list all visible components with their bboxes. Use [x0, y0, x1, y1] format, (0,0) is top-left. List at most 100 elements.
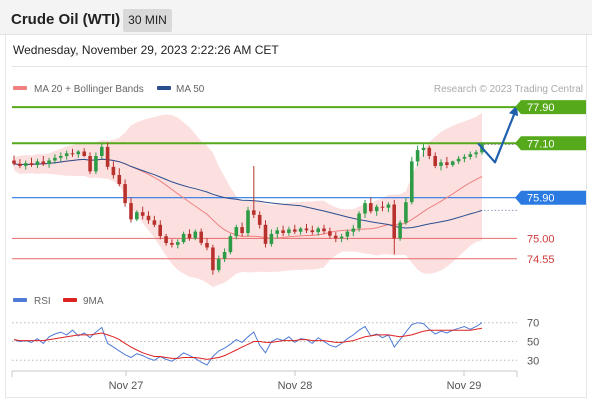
- candle: [117, 168, 122, 187]
- legend-label-ma20: MA 20 + Bollinger Bands: [34, 84, 144, 95]
- candle: [304, 223, 309, 233]
- candle: [228, 233, 233, 255]
- legend-label-rsi: RSI: [34, 296, 51, 307]
- candle: [35, 158, 40, 169]
- candle-body: [53, 157, 57, 161]
- candle-body: [269, 233, 274, 244]
- candle: [462, 154, 467, 163]
- candle: [47, 157, 51, 168]
- candle-body: [158, 224, 162, 237]
- header-divider: [12, 66, 588, 67]
- candle-body: [187, 233, 192, 239]
- candle-body: [433, 156, 437, 166]
- candle-body: [88, 156, 92, 172]
- candle: [105, 142, 110, 170]
- candle-body: [211, 247, 215, 271]
- candle-body: [23, 163, 28, 166]
- candle-body: [310, 230, 315, 233]
- candle: [152, 215, 157, 228]
- datetime-label: Wednesday, November 29, 2023 2:22:26 AM …: [13, 43, 279, 57]
- candle: [281, 225, 285, 237]
- candle: [205, 238, 209, 251]
- candle: [12, 155, 16, 166]
- level-label-74.55: 74.55: [527, 254, 555, 266]
- candle-body: [105, 146, 110, 167]
- candle-body: [123, 184, 127, 204]
- candle-body: [29, 163, 34, 165]
- candle-body: [462, 156, 467, 159]
- candle-body: [316, 228, 320, 233]
- candle: [176, 239, 180, 249]
- candle-body: [205, 243, 209, 248]
- candle: [357, 211, 361, 232]
- candle-body: [363, 203, 367, 214]
- credit-text: Research © 2023 Trading Central: [434, 84, 583, 95]
- candle-body: [374, 206, 379, 212]
- x-tick-label: Nov 27: [109, 380, 144, 392]
- legend-swatch-ma20: [13, 86, 27, 90]
- level-label-75.00: 75.00: [527, 233, 555, 245]
- rsi-tick-label: 50: [527, 337, 539, 349]
- candle: [18, 159, 22, 169]
- candle: [404, 197, 408, 225]
- candle: [76, 150, 81, 158]
- legend-swatch-rsi: [13, 298, 27, 302]
- candle: [135, 210, 139, 222]
- candle-body: [240, 227, 244, 233]
- candle-body: [59, 156, 63, 158]
- candle: [339, 233, 344, 243]
- candle-body: [129, 203, 133, 220]
- candle-body: [304, 228, 309, 231]
- candle: [64, 150, 69, 160]
- candle: [100, 143, 104, 160]
- x-tick-label: Nov 29: [447, 380, 482, 392]
- candle-body: [339, 236, 344, 239]
- candle-body: [456, 158, 461, 162]
- candle: [199, 228, 203, 246]
- candle: [70, 148, 75, 157]
- candle-body: [421, 147, 426, 151]
- rsi-legend: RSI 9MA: [13, 296, 104, 307]
- rsi-tick-label: 30: [527, 355, 539, 367]
- candle: [398, 220, 402, 241]
- candle-body: [146, 215, 151, 221]
- ma50-line: [13, 158, 483, 229]
- candle-body: [415, 150, 420, 162]
- candle: [123, 179, 127, 207]
- candle: [298, 227, 303, 235]
- candle-body: [234, 227, 239, 237]
- candle-body: [41, 161, 46, 165]
- level-tag-77.90: [515, 100, 586, 115]
- candle: [23, 160, 28, 170]
- candle: [111, 161, 116, 179]
- candle-body: [152, 220, 157, 225]
- candle-body: [94, 156, 98, 172]
- candle: [456, 156, 461, 165]
- candle: [187, 229, 192, 241]
- candle: [386, 202, 391, 213]
- x-tick-label: Nov 28: [278, 380, 313, 392]
- candle: [158, 220, 162, 240]
- candle-body: [47, 160, 51, 165]
- candle: [263, 220, 268, 248]
- candle-body: [252, 210, 256, 215]
- candle: [140, 206, 145, 220]
- candle: [310, 225, 315, 235]
- candle-body: [246, 210, 250, 233]
- candle: [181, 231, 186, 244]
- candle-body: [351, 228, 356, 232]
- candle-body: [35, 161, 40, 165]
- candle: [392, 199, 396, 255]
- candle-body: [199, 231, 203, 243]
- level-label-77.90: 77.90: [527, 102, 555, 114]
- candle-body: [18, 163, 22, 166]
- candle-body: [369, 203, 373, 212]
- candle: [59, 152, 63, 162]
- candle-body: [439, 162, 443, 166]
- candle: [222, 248, 227, 262]
- candle: [164, 233, 168, 246]
- candle-body: [380, 206, 385, 208]
- candle-body: [333, 235, 338, 239]
- timeframe-button[interactable]: 30 MIN: [123, 9, 172, 32]
